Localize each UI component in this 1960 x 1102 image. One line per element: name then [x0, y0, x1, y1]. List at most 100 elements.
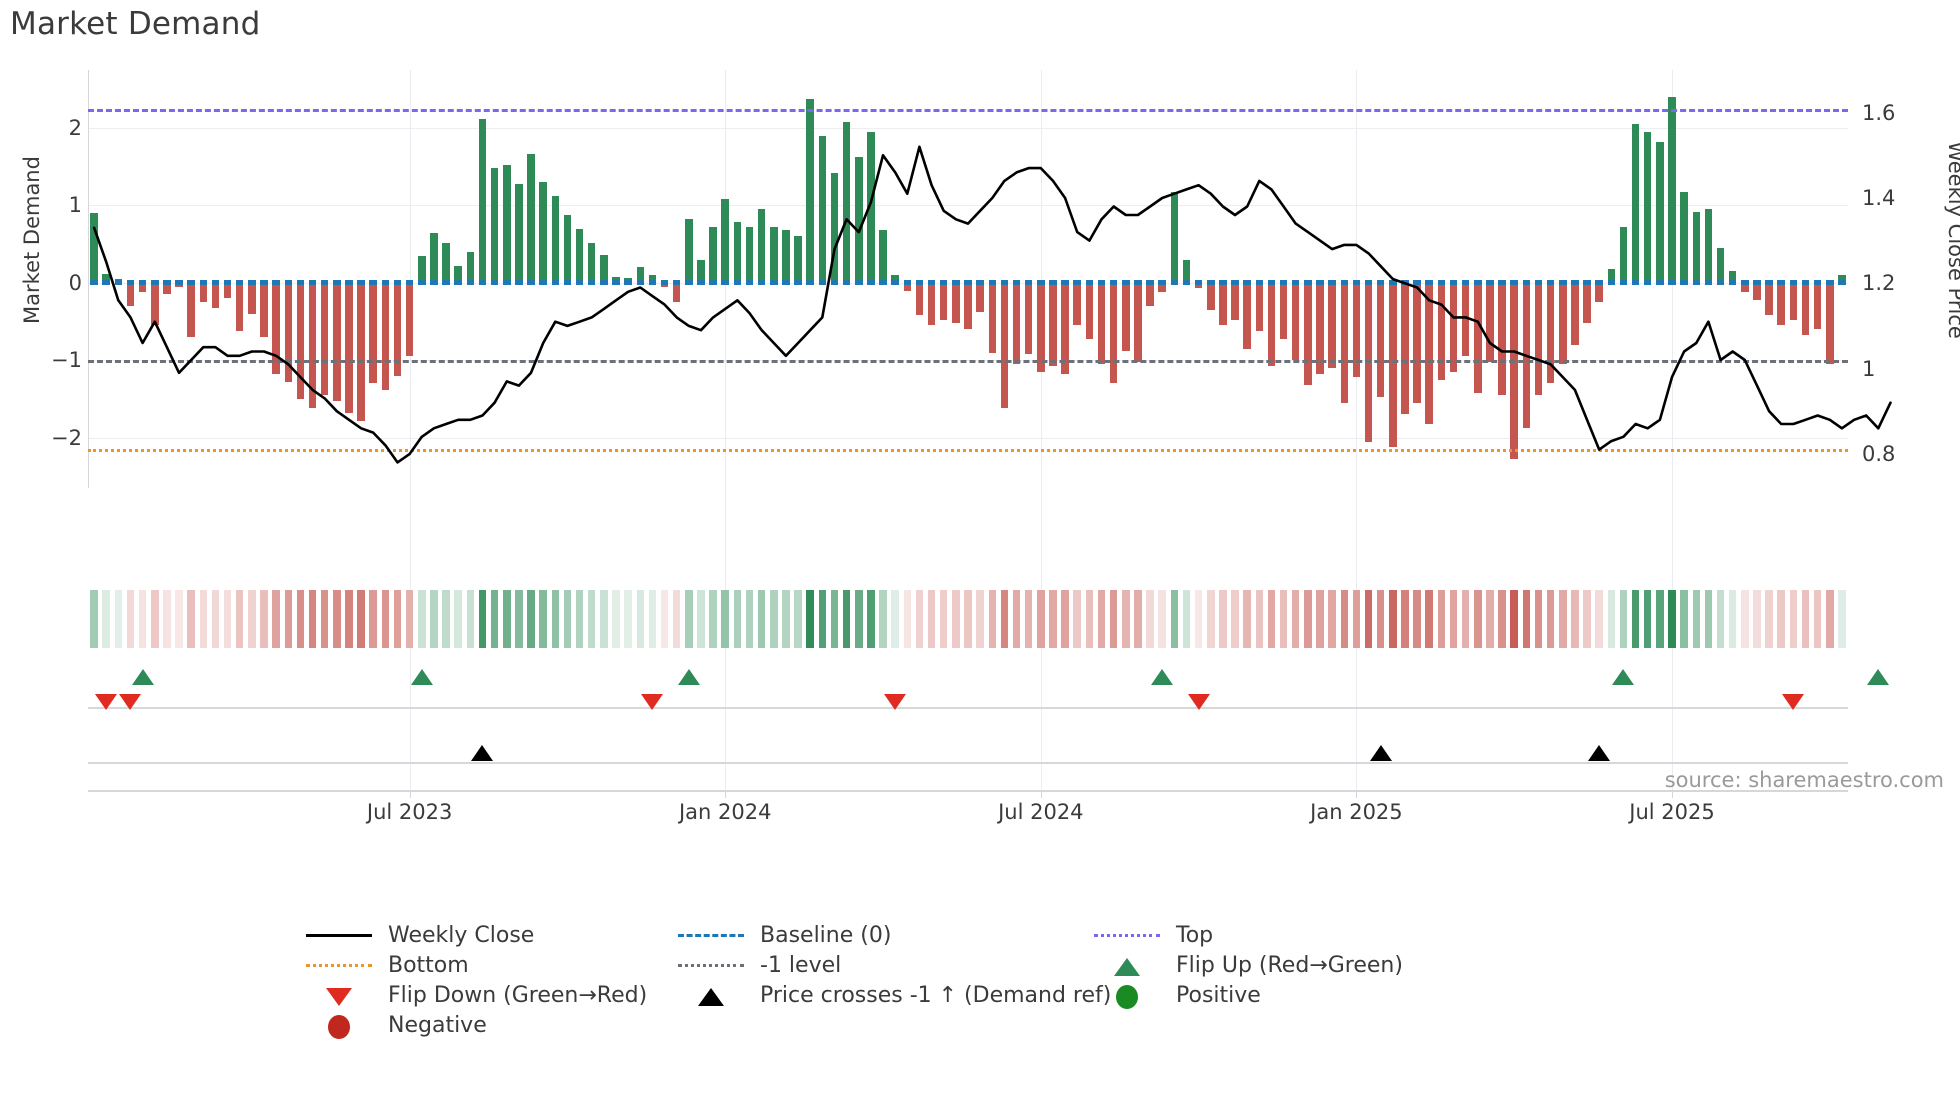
baseline-segment — [333, 279, 341, 285]
baseline-segment — [1546, 279, 1555, 285]
gridline-vertical — [409, 70, 411, 790]
baseline-segment — [284, 279, 293, 285]
demand-bar — [1498, 282, 1506, 396]
heatmap-cell — [1765, 590, 1773, 648]
baseline-segment — [1134, 279, 1142, 285]
weekly-close-line — [92, 145, 1892, 464]
demand-bar — [1049, 282, 1057, 367]
demand-bar — [1765, 282, 1773, 316]
heatmap-cell — [1558, 590, 1567, 648]
heatmap-cell — [721, 590, 729, 648]
legend-item[interactable]: Top — [1088, 922, 1213, 948]
marker-guide-line — [88, 707, 1848, 709]
baseline-segment — [733, 279, 742, 285]
heatmap-cell — [1170, 590, 1179, 648]
baseline-segment — [1267, 279, 1276, 285]
baseline-segment — [1437, 279, 1446, 285]
demand-bar — [442, 242, 450, 283]
demand-bar — [1231, 282, 1239, 320]
demand-bar — [126, 282, 135, 307]
heatmap-cell — [1753, 590, 1761, 648]
heatmap-cell — [782, 590, 790, 648]
demand-bar — [90, 213, 98, 283]
legend-item[interactable]: Bottom — [300, 952, 469, 978]
heatmap-cell — [794, 590, 802, 648]
legend-label: Price crosses -1 ↑ (Demand ref) — [760, 982, 1112, 1008]
demand-bar — [1194, 282, 1203, 288]
baseline-segment — [794, 279, 802, 285]
baseline-segment — [1109, 279, 1118, 285]
baseline-segment — [138, 279, 147, 285]
baseline-segment — [806, 279, 814, 285]
price-cross-marker — [1588, 745, 1611, 761]
demand-bar — [1534, 282, 1543, 396]
heatmap-cell — [988, 590, 997, 648]
demand-bar — [211, 282, 220, 308]
baseline-segment — [1279, 279, 1288, 285]
baseline-segment — [1097, 279, 1106, 285]
legend-item[interactable]: Price crosses -1 ↑ (Demand ref) — [672, 982, 1111, 1008]
demand-bar — [551, 196, 560, 283]
demand-bar — [636, 267, 645, 283]
demand-bar — [1680, 191, 1688, 283]
baseline-segment — [976, 279, 984, 285]
demand-bar — [782, 230, 790, 283]
demand-bar — [745, 227, 754, 283]
y-axis-spine — [88, 70, 89, 488]
legend-item[interactable]: Negative — [300, 1012, 487, 1039]
y-tick-label-right: 1 — [1862, 356, 1876, 381]
baseline-segment — [745, 279, 754, 285]
demand-bar — [1097, 282, 1106, 365]
baseline-segment — [612, 279, 620, 285]
heatmap-cell — [1134, 590, 1142, 648]
heatmap-cell — [915, 590, 924, 648]
baseline-segment — [1364, 279, 1373, 285]
baseline-segment — [1061, 279, 1069, 285]
heatmap-cell — [1437, 590, 1446, 648]
baseline-segment — [636, 279, 645, 285]
heatmap-cell — [163, 590, 171, 648]
demand-bar — [794, 236, 802, 283]
heatmap-cell — [296, 590, 305, 648]
x-tick-mark — [1040, 790, 1042, 798]
baseline-segment — [478, 279, 487, 285]
demand-bar — [1316, 282, 1324, 375]
heatmap-cell — [1097, 590, 1106, 648]
legend-item[interactable]: Positive — [1088, 982, 1261, 1009]
legend-item[interactable]: -1 level — [672, 952, 841, 978]
baseline-segment — [648, 279, 657, 285]
baseline-segment — [1146, 279, 1154, 285]
baseline-segment — [1643, 279, 1652, 285]
flip-up-marker — [1151, 669, 1174, 685]
baseline-segment — [1049, 279, 1057, 285]
heatmap-cell — [466, 590, 475, 648]
demand-bar — [1607, 268, 1616, 283]
heatmap-cell — [648, 590, 657, 648]
demand-bar — [672, 282, 681, 303]
legend-item[interactable]: Flip Up (Red→Green) — [1088, 952, 1403, 978]
y-tick-label-right: 1.2 — [1862, 271, 1896, 296]
heatmap-cell — [1631, 590, 1640, 648]
baseline-segment — [1085, 279, 1094, 285]
demand-bar — [854, 157, 863, 283]
demand-bar — [320, 282, 329, 396]
baseline-segment — [1510, 279, 1518, 285]
price-cross-marker — [1369, 745, 1392, 761]
demand-bar — [818, 135, 827, 283]
legend-label: Positive — [1176, 982, 1261, 1008]
heatmap-cell — [1194, 590, 1203, 648]
heatmap-cell — [1461, 590, 1470, 648]
legend-item[interactable]: Baseline (0) — [672, 922, 891, 948]
gridline-vertical — [1356, 70, 1358, 790]
legend-triangle-up-black-icon — [672, 982, 750, 1008]
baseline-segment — [126, 279, 135, 285]
legend-item[interactable]: Flip Down (Green→Red) — [300, 982, 647, 1008]
heatmap-cell — [1012, 590, 1021, 648]
heatmap-cell — [515, 590, 523, 648]
demand-bar — [1510, 282, 1518, 460]
heatmap-cell — [867, 590, 875, 648]
legend-item[interactable]: Weekly Close — [300, 922, 534, 948]
demand-bar — [1328, 282, 1336, 368]
gridline-horizontal — [88, 128, 1848, 130]
